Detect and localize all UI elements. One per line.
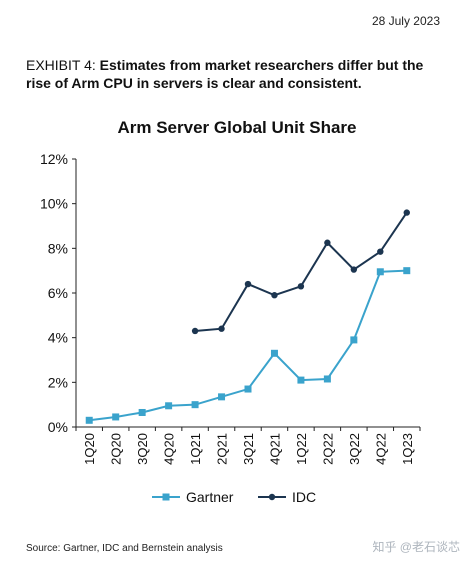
- x-tick-label: 3Q22: [347, 433, 362, 465]
- watermark: 知乎 @老石谈芯: [372, 540, 460, 554]
- y-tick-label: 12%: [40, 151, 68, 167]
- data-point-gartner: [323, 375, 331, 383]
- legend-marker-gartner: [162, 493, 170, 501]
- y-tick-label: 6%: [48, 285, 68, 301]
- x-tick-label: 1Q21: [188, 433, 203, 465]
- y-tick-label: 0%: [48, 419, 68, 435]
- exhibit-text: Estimates from market researchers differ…: [26, 57, 424, 91]
- source-note: Source: Gartner, IDC and Bernstein analy…: [26, 543, 223, 554]
- data-point-idc: [297, 283, 305, 290]
- series-line-idc: [194, 212, 408, 332]
- data-point-gartner: [112, 413, 120, 421]
- data-point-idc: [350, 266, 358, 273]
- exhibit-label: EXHIBIT 4:: [26, 57, 96, 73]
- legend-label-idc: IDC: [292, 489, 316, 505]
- data-point-gartner: [297, 376, 305, 384]
- data-point-idc: [271, 292, 278, 299]
- data-point-gartner: [138, 408, 146, 416]
- y-tick-label: 2%: [48, 374, 68, 390]
- x-tick-label: 4Q20: [162, 433, 177, 465]
- legend-label-gartner: Gartner: [186, 489, 234, 505]
- x-tick-label: 1Q20: [82, 433, 97, 465]
- x-tick-label: 2Q22: [320, 433, 335, 465]
- legend-marker-idc: [268, 493, 276, 501]
- x-tick-label: 2Q21: [215, 433, 230, 465]
- data-point-gartner: [85, 416, 93, 424]
- y-tick-label: 8%: [48, 240, 68, 256]
- y-tick-label: 4%: [48, 330, 68, 346]
- data-point-idc: [191, 327, 199, 335]
- x-tick-label: 4Q21: [267, 433, 282, 465]
- x-tick-label: 2Q20: [109, 433, 124, 465]
- data-point-gartner: [165, 402, 173, 410]
- x-tick-label: 4Q22: [373, 433, 388, 465]
- report-date: 28 July 2023: [371, 14, 440, 28]
- data-point-idc: [244, 280, 252, 288]
- exhibit-caption: EXHIBIT 4: Estimates from market researc…: [26, 56, 446, 92]
- data-point-gartner: [270, 349, 278, 357]
- data-point-idc: [218, 325, 225, 332]
- x-tick-label: 3Q21: [241, 433, 256, 465]
- data-point-gartner: [403, 267, 411, 275]
- y-tick-label: 10%: [40, 196, 68, 212]
- data-point-gartner: [244, 385, 252, 393]
- series-line-gartner: [89, 269, 407, 422]
- data-point-gartner: [376, 268, 384, 276]
- data-point-gartner: [191, 401, 199, 409]
- data-point-idc: [403, 209, 410, 216]
- x-tick-label: 1Q23: [400, 433, 415, 465]
- data-point-gartner: [350, 336, 358, 344]
- data-point-idc: [377, 248, 384, 255]
- data-point-gartner: [218, 393, 226, 401]
- chart-title: Arm Server Global Unit Share: [117, 118, 357, 137]
- x-tick-label: 3Q20: [135, 433, 150, 465]
- data-point-idc: [324, 239, 331, 246]
- x-tick-label: 1Q22: [294, 433, 309, 465]
